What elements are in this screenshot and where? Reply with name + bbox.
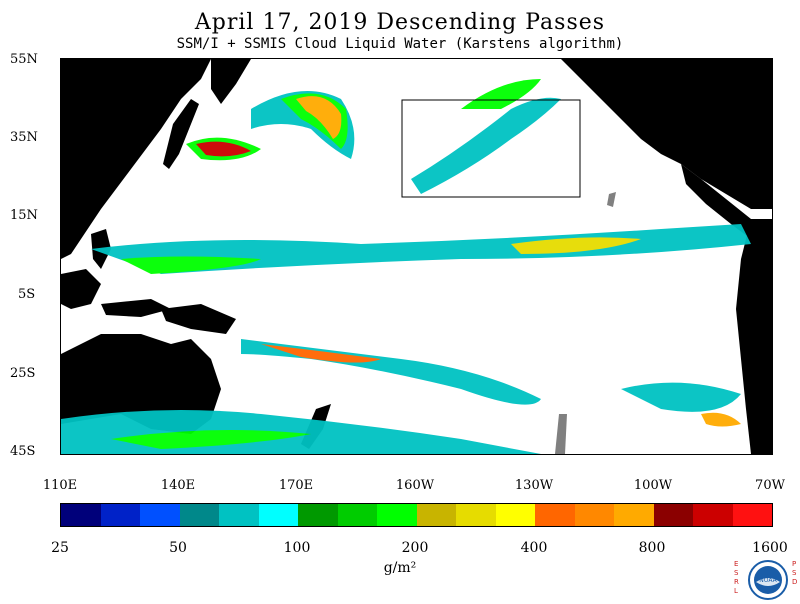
land-south-america bbox=[736, 219, 772, 454]
map-canvas bbox=[61, 59, 772, 454]
colorbar bbox=[60, 503, 773, 527]
colorbar-swatch-13 bbox=[574, 504, 614, 526]
lat-label-15n: 15N bbox=[10, 208, 38, 223]
colorbar-swatch-11 bbox=[495, 504, 535, 526]
lon-label-170e: 170E bbox=[278, 478, 314, 493]
colorbar-swatch-0 bbox=[61, 504, 101, 526]
lat-label-55n: 55N bbox=[10, 52, 38, 67]
lon-label-160w: 160W bbox=[395, 478, 435, 493]
lon-label-110e: 110E bbox=[42, 478, 78, 493]
land-new-guinea bbox=[161, 304, 236, 334]
colorbar-swatch-7 bbox=[337, 504, 377, 526]
colorbar-swatch-9 bbox=[416, 504, 456, 526]
logo-center-text: NOAA bbox=[759, 577, 777, 584]
land-asia bbox=[61, 59, 211, 259]
colorbar-swatch-1 bbox=[100, 504, 140, 526]
colorbar-swatch-2 bbox=[140, 504, 180, 526]
colorbar-tick-200: 200 bbox=[401, 540, 429, 556]
lon-label-70w: 70W bbox=[755, 478, 785, 493]
land-central-america bbox=[681, 164, 761, 239]
lon-label-100w: 100W bbox=[633, 478, 673, 493]
colorbar-swatch-8 bbox=[377, 504, 417, 526]
map-subtitle: SSM/I + SSMIS Cloud Liquid Water (Karste… bbox=[176, 36, 624, 52]
cloud-bands bbox=[61, 79, 751, 454]
land-kamchatka bbox=[211, 59, 251, 104]
noaa-logo: NOAA bbox=[748, 560, 788, 600]
colorbar-swatch-5 bbox=[258, 504, 298, 526]
missing-data bbox=[555, 192, 616, 454]
colorbar-swatch-16 bbox=[693, 504, 733, 526]
highlight-box bbox=[401, 99, 581, 198]
cloud-liquid-water-map bbox=[60, 58, 773, 455]
map-title: April 17, 2019 Descending Passes bbox=[194, 10, 606, 35]
lat-label-35n: 35N bbox=[10, 130, 38, 145]
colorbar-tick-800: 800 bbox=[638, 540, 666, 556]
logo-right-letters: P S D bbox=[792, 560, 798, 586]
colorbar-tick-400: 400 bbox=[520, 540, 548, 556]
colorbar-tick-100: 100 bbox=[283, 540, 311, 556]
colorbar-swatch-10 bbox=[456, 504, 496, 526]
colorbar-swatch-12 bbox=[535, 504, 575, 526]
colorbar-tick-1600: 1600 bbox=[752, 540, 788, 556]
colorbar-swatch-3 bbox=[179, 504, 219, 526]
colorbar-swatch-4 bbox=[219, 504, 259, 526]
colorbar-swatch-17 bbox=[732, 504, 772, 526]
land-indonesia bbox=[101, 299, 171, 317]
land-japan bbox=[163, 99, 199, 169]
lat-label-45s: 45S bbox=[10, 444, 36, 459]
colorbar-swatch-14 bbox=[614, 504, 654, 526]
lon-label-140e: 140E bbox=[160, 478, 196, 493]
land-north-america bbox=[561, 59, 772, 209]
colorbar-tick-50: 50 bbox=[169, 540, 187, 556]
logo-left-letters: E S R L bbox=[734, 560, 739, 595]
lon-label-130w: 130W bbox=[514, 478, 554, 493]
colorbar-swatch-15 bbox=[653, 504, 693, 526]
land-australia bbox=[61, 334, 221, 434]
colorbar-swatch-6 bbox=[298, 504, 338, 526]
colorbar-units: g/m² bbox=[383, 560, 417, 576]
lat-label-5s: 5S bbox=[18, 287, 36, 302]
colorbar-tick-25: 25 bbox=[51, 540, 69, 556]
land-masses bbox=[61, 59, 772, 454]
lat-label-25s: 25S bbox=[10, 366, 36, 381]
land-borneo bbox=[61, 269, 101, 309]
